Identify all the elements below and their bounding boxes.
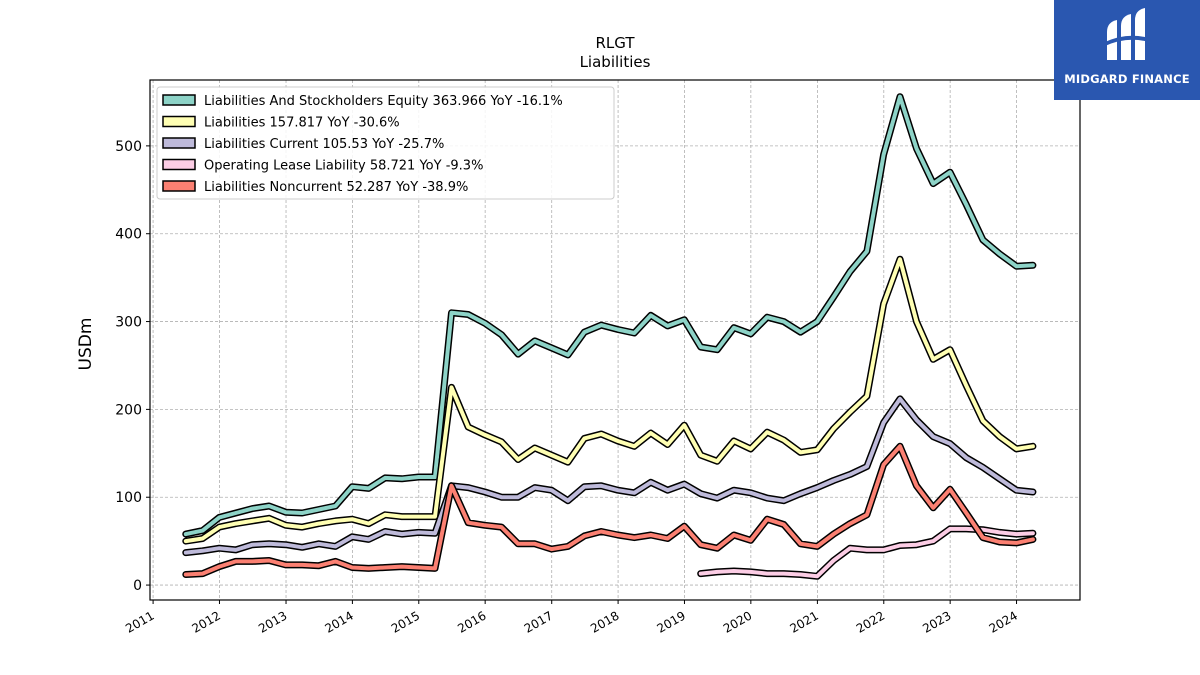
x-tick-label: 2012 [190,608,223,635]
legend-box [156,86,615,200]
y-tick-label: 200 [115,402,142,418]
x-tick-label: 2022 [854,608,887,635]
series-line [183,94,1035,537]
y-tick-label: 300 [115,315,142,331]
x-tick-label: 2020 [721,608,754,635]
y-axis-label: USDm [76,318,96,371]
x-tick-label: 2018 [588,608,621,635]
series-outline [182,255,1037,545]
x-tick-label: 2017 [522,608,555,635]
x-tick-label: 2019 [655,608,688,635]
y-axis: 0 100 200 300 400 500 [115,139,150,594]
y-tick-label: 100 [115,490,142,506]
logo-text: MIDGARD FINANCE [1064,72,1190,86]
legend-swatch [162,115,196,128]
x-tick-label: 2013 [256,608,289,635]
chart-subtitle: Liabilities [580,53,651,71]
series-outline [182,395,1037,557]
y-tick-label: 500 [115,139,142,155]
plot-frame [149,79,1081,601]
midgard-logo-icon [1105,8,1149,60]
series-line [183,257,1035,544]
y-tick-label: 0 [133,578,142,594]
legend-swatch [162,180,196,192]
legend-swatch [162,94,196,106]
x-axis: 2011 2012 2013 2014 2015 2016 2017 2018 2019 2020… [123,600,1020,636]
legend-label: Operating Lease Liability 58.721 YoY -9.… [204,159,483,174]
x-tick-label: 2024 [987,608,1020,635]
series-line [183,396,1035,555]
legend-label: Liabilities And Stockholders Equity 363.… [204,94,563,109]
legend-label: Liabilities Noncurrent 52.287 YoY -38.9% [204,180,468,195]
plot-lines [182,93,1037,580]
legend-swatch [162,137,196,149]
x-tick-label: 2015 [389,608,422,635]
legend-label: Liabilities 157.817 YoY -30.6% [204,116,400,131]
x-tick-label: 2014 [322,608,355,635]
x-tick-label: 2016 [455,608,488,635]
x-tick-label: 2021 [787,608,820,635]
series-line [183,444,1035,577]
legend: Liabilities And Stockholders Equity 363.… [156,86,615,200]
legend-swatch [162,158,196,171]
legend-label: Liabilities Current 105.53 YoY -25.7% [204,137,444,152]
x-tick-label: 2023 [920,608,953,635]
x-tick-label: 2011 [123,608,156,635]
chart-title: RLGT [595,34,635,52]
y-tick-label: 400 [115,227,142,243]
midgard-logo: MIDGARD FINANCE [1054,0,1200,100]
